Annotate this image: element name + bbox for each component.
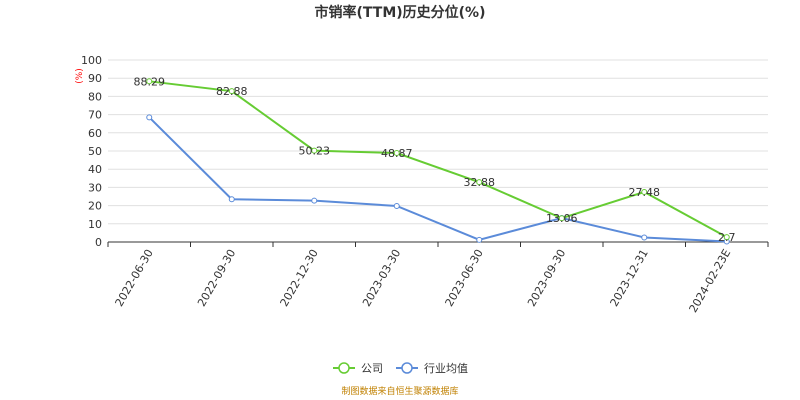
legend-marker — [401, 362, 413, 374]
series-layer — [146, 78, 730, 245]
x-tick-label: 2024-02-23E — [687, 247, 734, 315]
data-point — [558, 215, 565, 222]
data-label: 88.29 — [134, 75, 166, 88]
y-tick-label: 30 — [88, 181, 102, 194]
y-tick-label: 40 — [88, 163, 102, 176]
legend-item: 公司 — [333, 362, 383, 375]
series-line — [148, 116, 727, 243]
x-tick-label: 2022-06-30 — [113, 247, 156, 309]
y-tick-label: 100 — [81, 54, 102, 67]
data-label: 2.7 — [718, 231, 736, 244]
y-axis-ticks: 0 10 20 30 40 50 60 70 80 90 100 — [81, 54, 102, 249]
data-point — [311, 197, 318, 204]
data-point — [228, 196, 235, 203]
chart-title: 市销率(TTM)历史分位(%) — [315, 4, 486, 21]
x-axis: 2022-06-30 2022-09-30 2022-12-30 2023-03-30… — [107, 241, 769, 315]
data-point — [228, 88, 235, 95]
legend-label: 公司 — [361, 362, 383, 375]
data-label: 13.06 — [546, 212, 578, 225]
x-tick-label: 2022-09-30 — [195, 247, 238, 309]
x-tick-label: 2023-03-30 — [360, 247, 403, 309]
x-tick-label: 2023-09-30 — [525, 247, 568, 309]
data-label: 32.88 — [464, 176, 496, 189]
source-note: 制图数据来自恒生聚源数据库 — [341, 385, 458, 397]
y-tick-label: 60 — [88, 127, 102, 140]
data-point — [641, 188, 648, 195]
y-tick-label: 80 — [88, 90, 102, 103]
data-label: 48.87 — [381, 147, 413, 160]
data-point — [146, 78, 153, 85]
data-point — [476, 236, 483, 243]
data-label: 82.88 — [216, 85, 248, 98]
data-point — [723, 234, 730, 241]
data-label: 27.48 — [629, 186, 661, 199]
x-tick-label: 2022-12-30 — [278, 247, 321, 309]
data-point — [476, 179, 483, 186]
data-point — [393, 150, 400, 157]
legend-label: 行业均值 — [424, 362, 468, 375]
x-tick-label: 2023-12-31 — [608, 247, 651, 309]
data-labels: 88.29 82.88 50.23 48.87 32.88 13.06 27.48 2.7 — [134, 75, 736, 244]
legend-item: 行业均值 — [396, 362, 468, 375]
legend: 公司 行业均值 — [333, 362, 468, 375]
x-tick-label: 2023-06-30 — [443, 247, 486, 309]
data-label: 50.23 — [299, 145, 331, 158]
data-point — [641, 234, 648, 241]
series-line — [149, 80, 728, 238]
grid-lines — [108, 59, 768, 225]
y-axis-unit: (%) — [75, 68, 85, 84]
data-point — [311, 147, 318, 154]
legend-marker — [338, 362, 350, 374]
y-tick-label: 0 — [95, 236, 102, 249]
y-tick-label: 90 — [88, 72, 102, 85]
y-tick-label: 10 — [88, 218, 102, 231]
y-tick-label: 20 — [88, 200, 102, 213]
y-tick-label: 50 — [88, 145, 102, 158]
data-point — [393, 202, 400, 209]
y-tick-label: 70 — [88, 109, 102, 122]
data-point — [146, 114, 153, 121]
